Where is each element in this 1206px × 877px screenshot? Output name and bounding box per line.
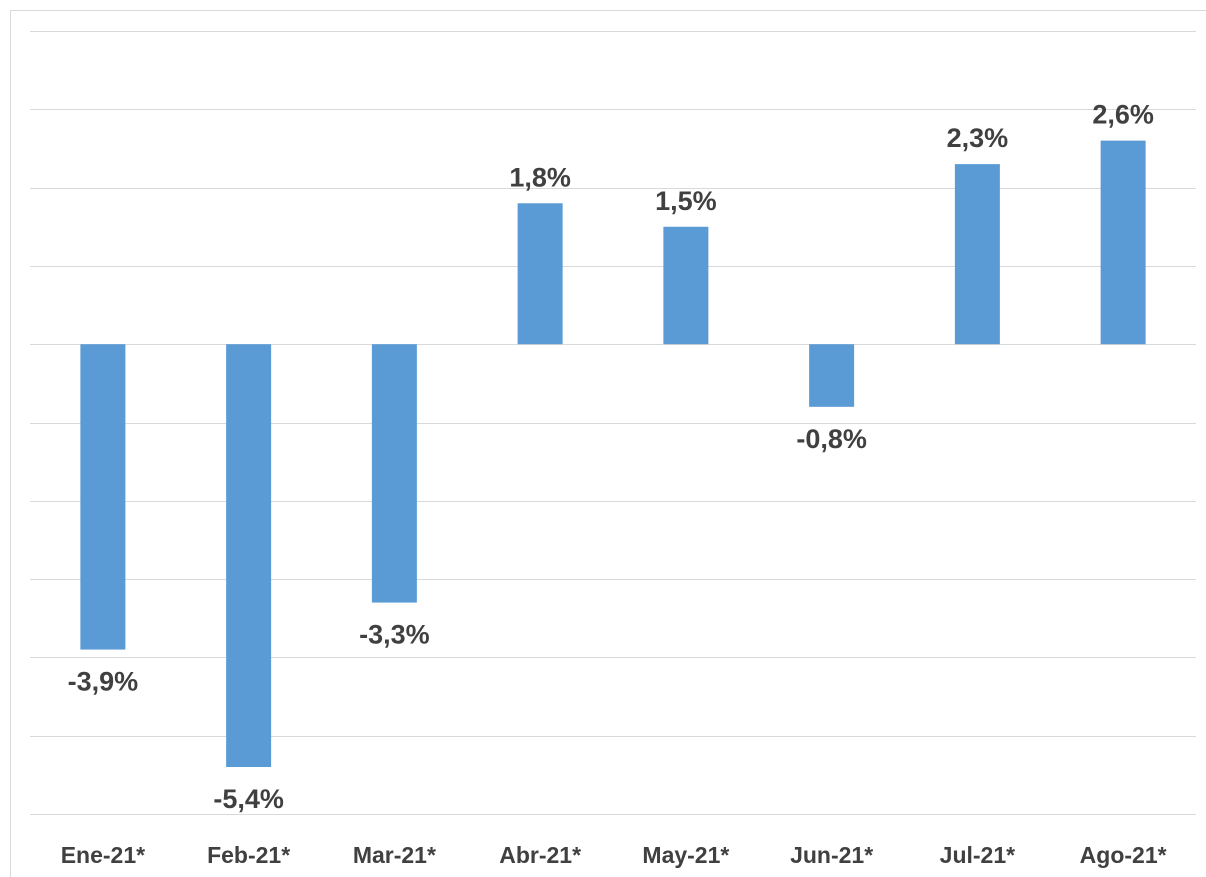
x-tick-label: May-21* bbox=[642, 842, 729, 868]
x-tick-label: Jul-21* bbox=[940, 842, 1015, 868]
bar bbox=[80, 344, 126, 650]
data-label: -5,4% bbox=[213, 784, 284, 814]
data-label: 1,5% bbox=[655, 186, 717, 216]
bar bbox=[954, 164, 1000, 345]
bar bbox=[371, 344, 417, 603]
x-tick-label: Jun-21* bbox=[790, 842, 873, 868]
x-tick-label: Abr-21* bbox=[499, 842, 581, 868]
data-label: -3,9% bbox=[68, 667, 139, 697]
data-label: 2,3% bbox=[947, 123, 1009, 153]
x-tick-label: Mar-21* bbox=[353, 842, 436, 868]
bar bbox=[809, 344, 855, 407]
x-tick-label: Ago-21* bbox=[1080, 842, 1167, 868]
x-tick-label: Ene-21* bbox=[61, 842, 145, 868]
x-tick-label: Feb-21* bbox=[207, 842, 290, 868]
data-label: 1,8% bbox=[509, 162, 571, 192]
data-label: -3,3% bbox=[359, 620, 430, 650]
data-label: 2,6% bbox=[1092, 100, 1154, 130]
bar bbox=[517, 203, 563, 345]
chart-border bbox=[10, 10, 1206, 877]
bar bbox=[226, 344, 272, 768]
data-label: -0,8% bbox=[796, 424, 867, 454]
bar bbox=[1100, 140, 1146, 345]
bar bbox=[663, 226, 709, 345]
